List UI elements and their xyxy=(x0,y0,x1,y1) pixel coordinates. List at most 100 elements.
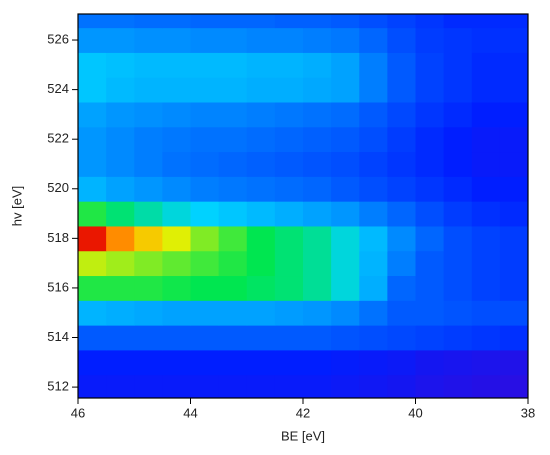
heatmap-cell xyxy=(499,250,528,277)
heatmap-cell xyxy=(190,325,220,351)
heatmap-cell xyxy=(387,250,416,277)
heatmap-cell xyxy=(415,52,445,78)
heatmap-cell xyxy=(246,176,276,202)
heatmap-cell xyxy=(106,325,135,351)
heatmap-cell xyxy=(106,374,135,398)
heatmap-cell xyxy=(303,126,332,153)
heatmap-cell xyxy=(274,349,304,376)
heatmap-cell xyxy=(443,52,473,78)
heatmap-cell xyxy=(106,126,135,153)
heatmap-cell xyxy=(359,27,388,53)
heatmap-cell xyxy=(246,27,276,53)
heatmap-cell xyxy=(106,300,135,326)
heatmap-cell xyxy=(218,325,248,351)
heatmap-cell xyxy=(134,275,163,301)
heatmap-cell xyxy=(303,374,332,398)
heatmap-cell xyxy=(471,14,501,29)
heatmap-cell xyxy=(387,102,416,128)
heatmap-cell xyxy=(218,27,248,53)
heatmap-cell xyxy=(331,300,360,326)
heatmap-cell xyxy=(303,300,332,326)
heatmap-cell xyxy=(246,275,276,301)
heatmap-cell xyxy=(303,151,332,177)
heatmap-cell xyxy=(218,52,248,78)
heatmap-cell xyxy=(331,250,360,277)
heatmap-cell xyxy=(303,349,332,376)
heatmap-cell xyxy=(134,201,163,227)
x-tick-label: 42 xyxy=(296,405,310,420)
heatmap-cell xyxy=(246,102,276,128)
heatmap-cell xyxy=(387,126,416,153)
heatmap-cell xyxy=(162,250,191,277)
heatmap-cell xyxy=(415,374,445,398)
heatmap-cell xyxy=(162,102,191,128)
heatmap-cell xyxy=(134,300,163,326)
heatmap-cell xyxy=(415,349,445,376)
heatmap-cell xyxy=(471,176,501,202)
heatmap-cell xyxy=(218,275,248,301)
heatmap-cell xyxy=(415,14,445,29)
heatmap-cell xyxy=(106,176,135,202)
heatmap-cell xyxy=(274,14,304,29)
heatmap-cell xyxy=(359,325,388,351)
heatmap-cell xyxy=(274,225,304,252)
heatmap-cell xyxy=(190,27,220,53)
heatmap-cell xyxy=(359,300,388,326)
heatmap-cell xyxy=(274,27,304,53)
heatmap-cell xyxy=(78,325,107,351)
heatmap-cell xyxy=(274,151,304,177)
heatmap-cell xyxy=(190,201,220,227)
heatmap-cell xyxy=(78,201,107,227)
heatmap-cell xyxy=(134,77,163,103)
heatmap-cell xyxy=(274,52,304,78)
heatmap-cell xyxy=(78,225,107,252)
heatmap-cell xyxy=(331,325,360,351)
heatmap-cell xyxy=(106,225,135,252)
heatmap-cell xyxy=(387,27,416,53)
heatmap-cell xyxy=(106,52,135,78)
heatmap-cell xyxy=(387,325,416,351)
heatmap-cell xyxy=(359,201,388,227)
heatmap-cell xyxy=(331,102,360,128)
heatmap-cell xyxy=(471,225,501,252)
heatmap-cell xyxy=(387,77,416,103)
heatmap-cell xyxy=(443,225,473,252)
heatmap-cell xyxy=(78,77,107,103)
heatmap-cell xyxy=(443,151,473,177)
heatmap-cell xyxy=(359,250,388,277)
heatmap-cell xyxy=(78,374,107,398)
heatmap-cell xyxy=(190,225,220,252)
heatmap-cell xyxy=(190,300,220,326)
y-tick-label: 526 xyxy=(47,31,69,46)
heatmap-cell xyxy=(78,250,107,277)
heatmap-cell xyxy=(78,349,107,376)
heatmap-cell xyxy=(162,27,191,53)
heatmap-cell xyxy=(162,201,191,227)
heatmap-cell xyxy=(190,275,220,301)
heatmap-cell xyxy=(134,151,163,177)
heatmap-cell xyxy=(106,151,135,177)
heatmap-cell xyxy=(303,52,332,78)
heatmap-cell xyxy=(303,77,332,103)
x-tick-label: 38 xyxy=(521,405,535,420)
heatmap-cell xyxy=(78,102,107,128)
heatmap-cell xyxy=(499,325,528,351)
heatmap-cell xyxy=(499,300,528,326)
heatmap-cell xyxy=(443,275,473,301)
heatmap-cell xyxy=(78,27,107,53)
heatmap-cell xyxy=(359,349,388,376)
heatmap-cell xyxy=(471,52,501,78)
heatmap-cell xyxy=(162,176,191,202)
heatmap-cell xyxy=(134,52,163,78)
heatmap-cell xyxy=(218,102,248,128)
x-axis-label: BE [eV] xyxy=(281,428,325,443)
heatmap-cell xyxy=(218,151,248,177)
heatmap-cell xyxy=(471,151,501,177)
heatmap-cell xyxy=(190,374,220,398)
heatmap-cell xyxy=(78,151,107,177)
heatmap-cell xyxy=(359,151,388,177)
heatmap-cell xyxy=(331,52,360,78)
heatmap-cell xyxy=(162,52,191,78)
heatmap-cell xyxy=(274,201,304,227)
heatmap-cell xyxy=(387,349,416,376)
